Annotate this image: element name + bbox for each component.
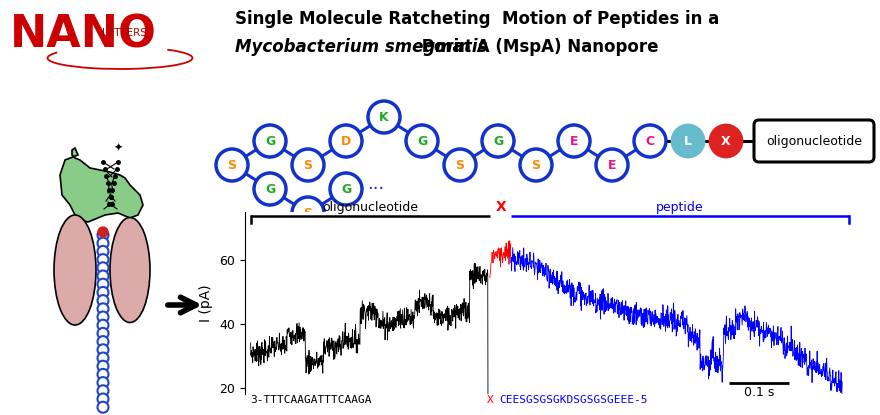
Circle shape	[98, 402, 108, 413]
Circle shape	[98, 385, 108, 396]
Text: G: G	[265, 134, 275, 147]
Text: E: E	[569, 134, 578, 147]
Text: Porin A (MspA) Nanopore: Porin A (MspA) Nanopore	[416, 38, 658, 56]
Text: S: S	[304, 159, 312, 171]
Text: G: G	[417, 134, 427, 147]
Circle shape	[558, 125, 590, 157]
Text: 0.1 s: 0.1 s	[744, 386, 774, 399]
Text: S: S	[532, 159, 540, 171]
Circle shape	[98, 344, 108, 355]
Circle shape	[98, 352, 108, 364]
Circle shape	[98, 377, 108, 388]
Text: ···: ···	[367, 180, 385, 198]
Text: G: G	[341, 183, 351, 195]
Circle shape	[98, 312, 108, 322]
Y-axis label: I (pA): I (pA)	[200, 284, 214, 322]
Text: NANO: NANO	[10, 14, 157, 57]
Circle shape	[98, 254, 108, 265]
Text: CEESGSGSGKDSGSGSGEEE-5: CEESGSGSGKDSGSGSGEEE-5	[499, 395, 648, 405]
Ellipse shape	[110, 217, 150, 322]
Text: oligonucleotide: oligonucleotide	[322, 201, 418, 214]
Text: E: E	[608, 159, 616, 171]
Text: L: L	[684, 134, 692, 147]
Circle shape	[482, 125, 514, 157]
Circle shape	[254, 125, 286, 157]
Text: X: X	[495, 200, 507, 214]
Text: oligonucleotide: oligonucleotide	[766, 134, 862, 147]
Circle shape	[98, 271, 108, 281]
Text: X: X	[487, 395, 494, 405]
Circle shape	[710, 125, 742, 157]
Circle shape	[406, 125, 438, 157]
Circle shape	[98, 238, 108, 249]
Text: D: D	[341, 134, 351, 147]
Circle shape	[98, 369, 108, 380]
Circle shape	[292, 197, 324, 229]
Circle shape	[98, 227, 108, 237]
Circle shape	[98, 246, 108, 257]
FancyBboxPatch shape	[754, 120, 874, 162]
Circle shape	[98, 279, 108, 290]
Text: X: X	[722, 134, 730, 147]
Circle shape	[672, 125, 704, 157]
Circle shape	[98, 393, 108, 405]
Circle shape	[216, 149, 248, 181]
Text: 3-TTTCAAGATTTCAAGA: 3-TTTCAAGATTTCAAGA	[251, 395, 372, 405]
Text: S: S	[456, 159, 465, 171]
Text: C: C	[645, 134, 655, 147]
Text: Peptide-Oligonucleotide Conjugates (POC): Peptide-Oligonucleotide Conjugates (POC)	[370, 217, 634, 230]
Circle shape	[444, 149, 476, 181]
Text: S: S	[304, 207, 312, 220]
Circle shape	[634, 125, 666, 157]
Text: Mycobacterium smegmatis: Mycobacterium smegmatis	[235, 38, 488, 56]
Circle shape	[98, 295, 108, 306]
Text: ✦: ✦	[114, 143, 122, 153]
Text: G: G	[493, 134, 503, 147]
Circle shape	[98, 361, 108, 372]
Text: LETTERS: LETTERS	[102, 28, 147, 38]
Text: G: G	[265, 183, 275, 195]
Circle shape	[98, 229, 108, 241]
Circle shape	[368, 101, 400, 133]
Polygon shape	[60, 148, 143, 222]
Circle shape	[330, 173, 362, 205]
Circle shape	[596, 149, 628, 181]
Circle shape	[292, 149, 324, 181]
Text: peptide: peptide	[656, 201, 703, 214]
Circle shape	[98, 287, 108, 298]
Circle shape	[330, 125, 362, 157]
Circle shape	[98, 336, 108, 347]
Text: K: K	[379, 110, 389, 124]
Text: S: S	[228, 159, 237, 171]
Circle shape	[98, 320, 108, 331]
Circle shape	[520, 149, 552, 181]
Circle shape	[98, 328, 108, 339]
Circle shape	[254, 173, 286, 205]
Text: Single Molecule Ratcheting  Motion of Peptides in a: Single Molecule Ratcheting Motion of Pep…	[235, 10, 719, 28]
Ellipse shape	[54, 215, 96, 325]
Circle shape	[98, 262, 108, 273]
Circle shape	[98, 303, 108, 314]
